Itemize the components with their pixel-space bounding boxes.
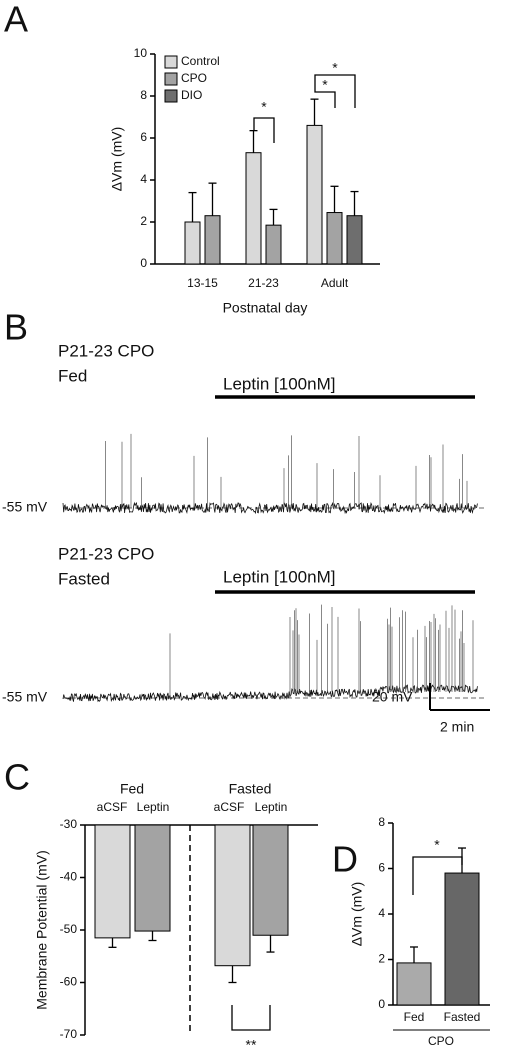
trace-condition: Fed [58,366,87,385]
x-tick-label: aCSF [97,800,128,814]
y-axis-title: ΔVm (mV) [109,127,125,192]
baseline-label: -55 mV [2,499,48,515]
bar [444,872,480,1006]
panel-letter: C [4,757,30,798]
x-tick-label: Fed [404,1010,425,1024]
bar [326,212,343,265]
x-tick-label: 13-15 [187,276,218,290]
legend-label: Control [181,54,220,68]
trace-title: P21-23 CPO [58,544,154,563]
y-tick-label: 6 [378,861,385,875]
y-tick-label: -60 [60,975,78,989]
y-tick-label: -70 [60,1027,78,1041]
bar [346,215,363,265]
legend-label: DIO [181,88,202,102]
y-tick-label: 0 [140,256,147,270]
legend-label: CPO [181,71,207,85]
significance-bracket [314,86,336,108]
panel-letter: A [4,0,28,40]
bar [134,824,171,932]
significance-label: * [322,77,328,93]
y-tick-label: -30 [60,817,78,831]
scale-bar-x-label: 2 min [440,719,474,735]
panel-letter: D [332,839,358,880]
trace-condition: Fasted [58,569,110,588]
bar [265,224,282,265]
significance-bracket [231,1005,271,1031]
bar [252,824,289,936]
y-tick-label: 8 [140,88,147,102]
y-tick-label: 4 [378,906,385,920]
legend-swatch [164,89,178,103]
x-tick-label: aCSF [214,800,245,814]
bar [306,124,323,265]
significance-label: ** [246,1037,257,1050]
bar [245,152,262,265]
significance-bracket [412,856,463,895]
legend-swatch [164,55,178,69]
y-axis-title: ΔVm (mV) [349,882,365,947]
y-tick-label: 8 [378,815,385,829]
y-tick-label: -40 [60,870,78,884]
baseline-label: -55 mV [2,689,48,705]
group-label: Fed [120,781,144,797]
bar [184,221,201,265]
significance-label: * [332,60,338,76]
significance-bracket [314,74,356,108]
drug-label: Leptin [100nM] [223,567,335,586]
y-tick-label: 0 [378,997,385,1011]
voltage-trace [62,501,478,515]
panel-letter: B [4,307,28,348]
y-tick-label: 10 [134,46,148,60]
group-label: CPO [428,1034,454,1048]
significance-bracket [253,117,275,143]
x-tick-label: 21-23 [248,276,279,290]
y-tick-label: -50 [60,922,78,936]
significance-label: * [434,837,440,853]
x-tick-label: Adult [321,276,349,290]
legend-swatch [164,72,178,86]
group-label: Fasted [229,781,272,797]
y-tick-label: 4 [140,172,147,186]
x-tick-label: Fasted [444,1010,481,1024]
significance-label: * [261,99,267,115]
y-tick-label: 2 [378,952,385,966]
bar [214,824,251,967]
trace-title: P21-23 CPO [58,341,154,360]
bar [396,962,432,1006]
x-axis-title: Postnatal day [223,300,308,316]
y-tick-label: 2 [140,214,147,228]
y-axis-title: Membrane Potential (mV) [34,850,50,1010]
bar [94,824,131,939]
voltage-trace [62,684,478,703]
scale-bar-y-label: 20 mV [372,689,413,705]
x-tick-label: Leptin [137,800,170,814]
y-tick-label: 6 [140,130,147,144]
x-tick-label: Leptin [255,800,288,814]
drug-label: Leptin [100nM] [223,374,335,393]
bar [204,215,221,265]
